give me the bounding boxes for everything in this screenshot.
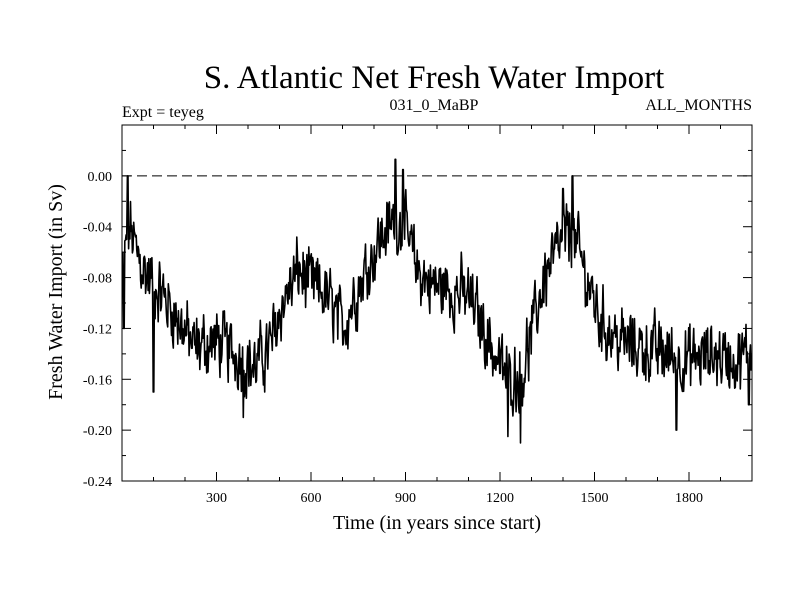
subtitle-experiment: Expt = teyeg — [122, 104, 204, 121]
x-axis-label: Time (in years since start) — [333, 512, 541, 534]
chart-title: S. Atlantic Net Fresh Water Import — [204, 60, 665, 96]
y-tick-label: -0.16 — [83, 373, 112, 388]
y-tick-label: -0.08 — [83, 272, 112, 287]
x-tick-label: 1800 — [675, 491, 703, 506]
y-tick-label: -0.24 — [83, 475, 112, 490]
x-tick-label: 900 — [395, 491, 416, 506]
subtitle-months: ALL_MONTHS — [645, 97, 752, 114]
plot-frame — [121, 124, 753, 482]
y-axis-label: Fresh Water Import (in Sv) — [45, 184, 67, 400]
y-tick-label: -0.12 — [83, 322, 112, 337]
series-line — [121, 158, 753, 444]
x-tick-label: 600 — [301, 491, 322, 506]
y-tick-label: 0.00 — [88, 170, 113, 185]
x-tick-label: 1500 — [581, 491, 609, 506]
x-tick-label: 300 — [206, 491, 227, 506]
subtitle-period: 031_0_MaBP — [390, 97, 479, 114]
y-tick-label: -0.04 — [83, 221, 112, 236]
y-tick-label: -0.20 — [83, 424, 112, 439]
x-tick-label: 1200 — [486, 491, 514, 506]
plot-area: 300 600 900 1200 1500 1800 0.00 -0.04 -0.08 -0.12… — [83, 124, 753, 506]
